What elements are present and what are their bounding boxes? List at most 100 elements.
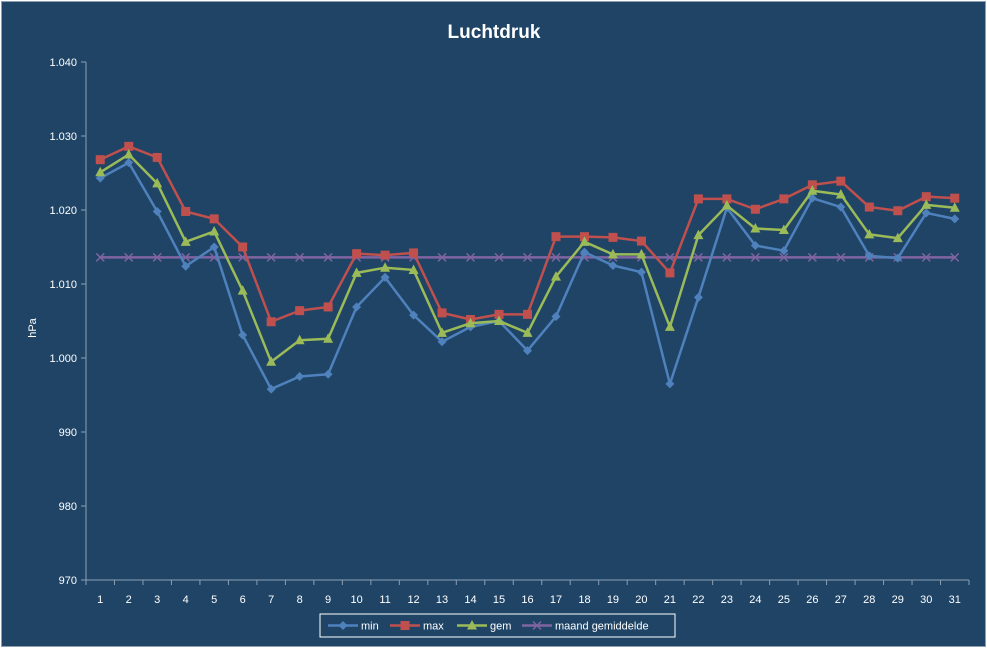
data-point xyxy=(494,252,504,262)
x-tick-label: 23 xyxy=(721,594,733,606)
data-point xyxy=(295,306,305,316)
x-tick-label: 7 xyxy=(268,594,274,606)
x-tick-label: 2 xyxy=(126,594,132,606)
data-point xyxy=(693,292,703,302)
data-point xyxy=(892,232,903,243)
data-point xyxy=(437,308,447,318)
legend-box xyxy=(319,613,676,638)
data-point xyxy=(779,194,789,204)
data-point xyxy=(522,327,533,337)
data-point xyxy=(579,247,589,257)
data-point xyxy=(352,302,362,312)
data-point xyxy=(950,252,960,262)
data-point xyxy=(807,180,817,190)
data-point xyxy=(665,268,675,278)
data-point xyxy=(523,309,532,319)
data-point xyxy=(779,252,789,262)
data-point xyxy=(693,252,703,262)
x-tick-label: 26 xyxy=(806,594,818,606)
data-point xyxy=(893,253,903,263)
data-point xyxy=(665,379,675,389)
series-gem xyxy=(95,149,960,366)
x-tick-label: 25 xyxy=(778,594,790,606)
data-point xyxy=(523,346,532,356)
legend-label: min xyxy=(361,621,379,633)
data-point xyxy=(351,267,362,277)
y-tick-label: 970 xyxy=(59,575,77,587)
data-point xyxy=(921,192,931,202)
data-point xyxy=(636,236,646,246)
data-point xyxy=(209,214,219,224)
x-tick-label: 14 xyxy=(464,594,476,606)
data-point xyxy=(465,317,476,328)
data-point xyxy=(750,252,760,262)
data-point xyxy=(550,271,561,281)
data-point xyxy=(608,232,618,242)
series-line xyxy=(99,161,956,391)
data-point xyxy=(836,176,846,186)
data-point xyxy=(579,236,590,246)
data-point xyxy=(295,252,305,262)
data-point xyxy=(95,166,106,177)
data-point xyxy=(323,333,334,343)
data-point xyxy=(152,152,162,162)
x-tick-label: 31 xyxy=(949,594,961,606)
data-point xyxy=(400,621,410,630)
x-tick-label: 9 xyxy=(325,594,331,606)
x-tick-label: 8 xyxy=(297,594,303,606)
x-tick-label: 20 xyxy=(635,594,647,606)
x-tick-label: 18 xyxy=(578,594,590,606)
data-point xyxy=(950,214,960,224)
data-point xyxy=(722,194,732,204)
data-point xyxy=(950,193,960,203)
data-point xyxy=(494,309,504,319)
series-maand-gemiddelde xyxy=(95,252,960,262)
data-point xyxy=(807,185,818,195)
data-point xyxy=(836,252,846,262)
x-tick-label: 4 xyxy=(183,594,189,606)
data-point xyxy=(323,302,333,312)
data-point xyxy=(864,251,874,261)
data-point xyxy=(551,252,561,262)
y-tick-label: 1.040 xyxy=(49,57,77,69)
series-min xyxy=(95,158,960,394)
y-tick-label: 1.030 xyxy=(49,131,77,143)
data-point xyxy=(181,261,191,271)
data-point xyxy=(294,334,305,345)
data-point xyxy=(95,252,105,262)
data-point xyxy=(380,262,391,272)
data-point xyxy=(352,249,362,259)
x-tick-label: 30 xyxy=(920,594,932,606)
data-point xyxy=(437,327,448,337)
data-point xyxy=(522,252,533,262)
data-point xyxy=(693,194,703,204)
data-point xyxy=(238,330,248,340)
x-tick-label: 17 xyxy=(550,594,562,606)
data-point xyxy=(532,620,542,631)
x-tick-label: 13 xyxy=(436,594,448,606)
data-point xyxy=(152,206,162,216)
data-point xyxy=(921,199,932,209)
data-point xyxy=(636,267,646,277)
data-point xyxy=(95,155,105,165)
data-point xyxy=(266,356,277,366)
legend-entry: max xyxy=(390,621,444,633)
data-point xyxy=(124,252,134,262)
legend: min max gem maand gemiddelde xyxy=(319,613,676,638)
x-tick-label: 16 xyxy=(521,594,533,606)
data-point xyxy=(408,264,419,274)
data-point xyxy=(237,285,248,295)
data-point xyxy=(409,310,419,320)
data-point xyxy=(864,228,875,239)
series-line xyxy=(99,145,955,323)
data-point xyxy=(750,223,761,233)
data-point xyxy=(181,206,191,216)
data-point xyxy=(636,248,647,259)
data-point xyxy=(380,250,390,260)
x-tick-label: 28 xyxy=(863,594,875,606)
legend-label: gem xyxy=(490,621,511,633)
x-tick-label: 6 xyxy=(240,594,246,606)
data-point xyxy=(608,261,618,270)
data-point xyxy=(836,202,846,212)
